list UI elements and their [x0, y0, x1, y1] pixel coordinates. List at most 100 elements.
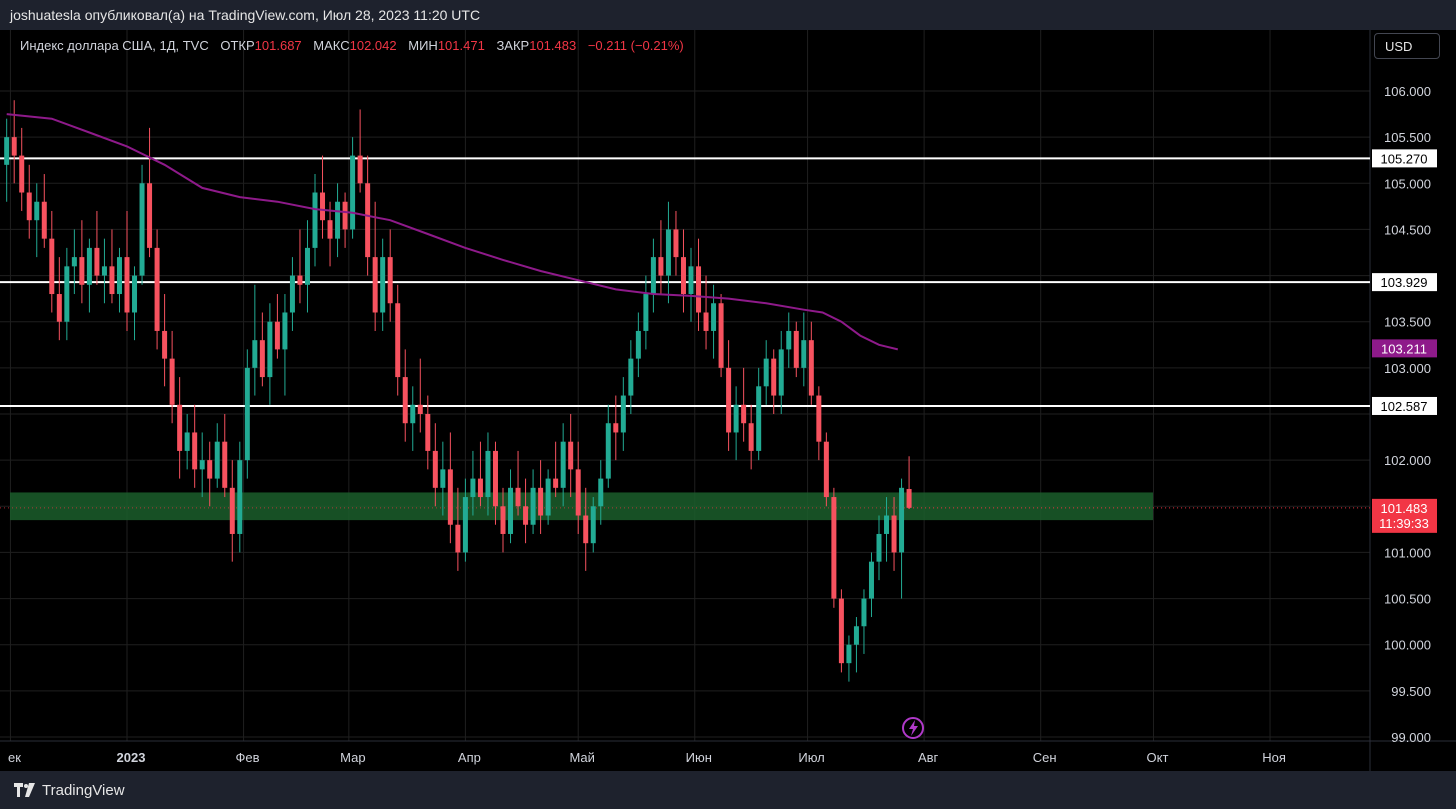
candle-body [823, 441, 829, 498]
candle-body [726, 367, 732, 433]
candle [778, 330, 784, 414]
candle [726, 340, 732, 451]
candle-body [741, 404, 747, 424]
candle-body [801, 340, 807, 368]
event-markers[interactable] [902, 717, 924, 739]
symbol-name: Индекс доллара США, 1Д, TVC [20, 38, 209, 53]
candle [620, 377, 626, 451]
candle [34, 183, 40, 258]
candle [530, 469, 536, 534]
candle [748, 404, 754, 470]
candle-body [410, 404, 416, 424]
x-tick-label: Окт [1147, 750, 1169, 765]
candle-body [357, 155, 363, 184]
candle [492, 441, 498, 525]
candle [304, 220, 310, 313]
candle-body [756, 386, 762, 451]
candle-body [515, 487, 521, 507]
candle-body [846, 644, 852, 664]
candle [853, 617, 859, 673]
y-tick-label: 101.000 [1384, 545, 1431, 560]
x-tick-label: Июл [798, 750, 824, 765]
currency-button[interactable]: USD [1374, 33, 1440, 59]
current-price-tag [1372, 498, 1437, 533]
candle-body [613, 423, 619, 433]
candle-body [350, 155, 356, 230]
candle-body [335, 201, 341, 239]
candle [763, 340, 769, 405]
candle-body [711, 303, 717, 331]
y-tick-label: 100.000 [1384, 638, 1431, 653]
candle-body [342, 201, 348, 230]
candle-body [395, 303, 401, 378]
candle [899, 478, 905, 599]
candle [838, 589, 844, 673]
candle-body [485, 450, 491, 498]
lightning-icon[interactable] [902, 717, 924, 739]
time-axis[interactable]: ек 2023 Фев Мар Апр Май Июн Июл Авг Сен Окт Ноя [8, 750, 1286, 765]
candle-body [49, 238, 55, 295]
candle-body [508, 487, 514, 534]
current-price-label: 101.483 [1381, 501, 1428, 516]
candle [395, 284, 401, 396]
candle [124, 210, 130, 331]
candle-body [658, 257, 664, 276]
candle-body [553, 478, 559, 488]
y-tick-label: 102.000 [1384, 453, 1431, 468]
candle-body [169, 358, 175, 405]
candle-body [500, 506, 506, 534]
candle [417, 358, 423, 433]
candle-body [703, 312, 709, 331]
level-price-label: 105.270 [1381, 151, 1428, 166]
candle-body [523, 506, 529, 525]
low-label: МИН [408, 38, 438, 53]
candle [553, 441, 559, 498]
candle [680, 229, 686, 313]
candle-body [26, 192, 32, 221]
candle-body [538, 487, 544, 516]
candle-body [124, 257, 130, 313]
candle-body [492, 450, 498, 507]
candle-body [560, 441, 566, 488]
candle [199, 432, 205, 498]
candle [350, 137, 356, 239]
high-label: МАКС [313, 38, 350, 53]
candle [425, 395, 431, 470]
candle-body [71, 257, 77, 267]
candle-body [365, 183, 371, 258]
candle [831, 487, 837, 608]
tradingview-logo[interactable]: TradingView [14, 782, 125, 799]
candle [560, 423, 566, 507]
level-price-label: 102.587 [1381, 399, 1428, 414]
candle [177, 377, 183, 479]
candle [342, 192, 348, 248]
candle [132, 266, 138, 341]
candle-body [545, 478, 551, 516]
tradingview-logo-icon [14, 783, 35, 797]
candle-body [891, 515, 897, 553]
candle [462, 478, 468, 562]
level-price-label: 103.929 [1381, 275, 1428, 290]
candle-body [229, 487, 235, 534]
candle-body [244, 367, 250, 461]
candles [4, 100, 912, 682]
candle [116, 247, 122, 313]
moving-average-line [6, 113, 899, 351]
candle-body [598, 478, 604, 507]
candle [274, 294, 280, 359]
candle-body [899, 487, 905, 553]
x-tick-label: Мар [340, 750, 365, 765]
candle [297, 229, 303, 304]
price-axis[interactable]: 99.000 99.500 100.000 100.500 101.000 102.000… [1372, 84, 1437, 745]
candle [327, 201, 333, 267]
candle [485, 432, 491, 516]
candle-body [665, 229, 671, 276]
candle [94, 210, 100, 285]
candle [613, 395, 619, 461]
candle [801, 312, 807, 387]
y-tick-label: 106.000 [1384, 84, 1431, 99]
candle [41, 174, 47, 248]
candle-body [177, 404, 183, 451]
candle-body [530, 487, 536, 525]
